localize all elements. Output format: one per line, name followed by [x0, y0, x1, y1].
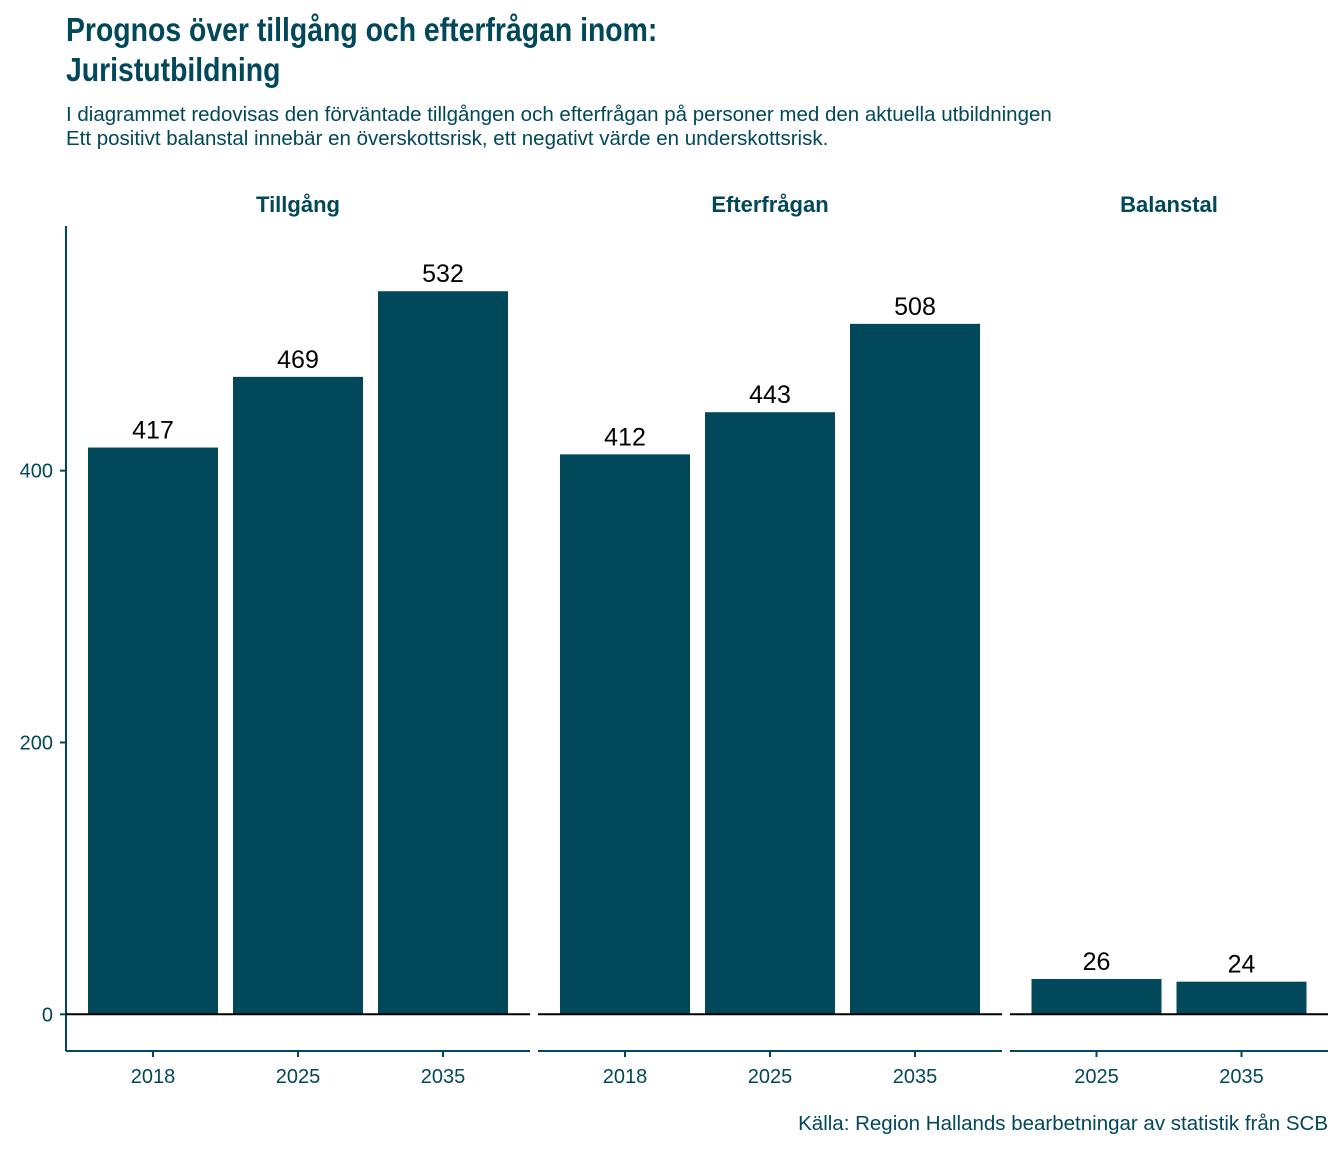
x-tick-label: 2035	[1219, 1066, 1264, 1088]
chart-caption: Källa: Region Hallands bearbetningar av …	[798, 1112, 1328, 1135]
x-tick-label: 2025	[276, 1066, 321, 1088]
data-label: 532	[422, 260, 464, 288]
x-tick-label: 2035	[893, 1066, 938, 1088]
bar	[233, 376, 363, 1015]
chart-title-line-2: Juristutbildning	[66, 51, 281, 88]
bar	[560, 454, 690, 1015]
x-tick-label: 2018	[131, 1066, 176, 1088]
bar	[88, 447, 218, 1015]
chart-subtitle-line-2: Ett positivt balanstal innebär en översk…	[66, 127, 829, 150]
data-label: 508	[894, 293, 936, 321]
x-tick-label: 2035	[421, 1066, 466, 1088]
data-label: 443	[749, 381, 791, 409]
bar	[850, 323, 980, 1015]
chart-title: Prognos över tillgång och efterfrågan in…	[66, 10, 1132, 90]
bar	[1031, 978, 1162, 1015]
facet-title: Balanstal	[1120, 192, 1218, 217]
bar	[378, 291, 508, 1015]
chart-title-line-1: Prognos över tillgång och efterfrågan in…	[66, 11, 658, 48]
bar	[705, 412, 835, 1015]
x-tick-label: 2018	[603, 1066, 648, 1088]
x-tick-label: 2025	[748, 1066, 793, 1088]
data-label: 412	[604, 423, 646, 451]
data-label: 24	[1228, 951, 1256, 979]
x-tick-label: 2025	[1074, 1066, 1119, 1088]
data-label: 417	[132, 417, 174, 445]
y-tick-label: 400	[20, 461, 53, 483]
data-label: 469	[277, 346, 319, 374]
bar	[1176, 981, 1307, 1015]
y-tick-label: 0	[42, 1004, 53, 1026]
facet-title: Tillgång	[256, 192, 340, 217]
facet-title: Efterfrågan	[711, 192, 828, 217]
data-label: 26	[1083, 948, 1111, 976]
chart-subtitle: I diagrammet redovisas den förväntade ti…	[66, 103, 1052, 151]
chart-subtitle-line-1: I diagrammet redovisas den förväntade ti…	[66, 103, 1052, 126]
y-tick-label: 200	[20, 732, 53, 754]
